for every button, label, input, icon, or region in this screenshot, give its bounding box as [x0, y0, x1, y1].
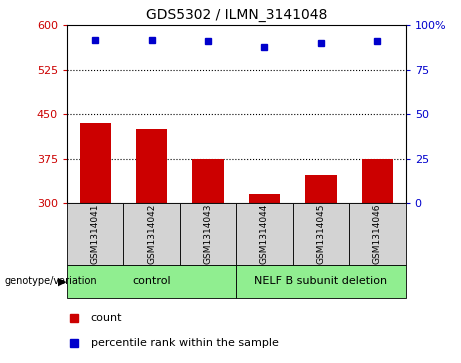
- Bar: [67, 265, 236, 298]
- Text: GSM1314043: GSM1314043: [203, 204, 213, 264]
- Bar: [67, 203, 123, 265]
- Text: NELF B subunit deletion: NELF B subunit deletion: [254, 276, 388, 286]
- Text: percentile rank within the sample: percentile rank within the sample: [90, 338, 278, 348]
- Bar: [136, 129, 167, 203]
- Bar: [180, 203, 236, 265]
- Text: count: count: [90, 313, 122, 323]
- Bar: [123, 203, 180, 265]
- Bar: [80, 123, 111, 203]
- Bar: [362, 159, 393, 203]
- Bar: [293, 203, 349, 265]
- Text: GSM1314042: GSM1314042: [147, 204, 156, 264]
- Text: GSM1314044: GSM1314044: [260, 204, 269, 264]
- Text: GSM1314045: GSM1314045: [316, 204, 325, 264]
- Text: GSM1314041: GSM1314041: [90, 204, 100, 264]
- Text: GSM1314046: GSM1314046: [373, 204, 382, 264]
- Text: genotype/variation: genotype/variation: [5, 276, 97, 286]
- Bar: [349, 203, 406, 265]
- Bar: [193, 159, 224, 203]
- Text: control: control: [132, 276, 171, 286]
- Bar: [306, 175, 337, 203]
- Bar: [236, 265, 406, 298]
- Text: ▶: ▶: [58, 276, 66, 286]
- Bar: [249, 195, 280, 203]
- Bar: [236, 203, 293, 265]
- Title: GDS5302 / ILMN_3141048: GDS5302 / ILMN_3141048: [146, 8, 327, 22]
